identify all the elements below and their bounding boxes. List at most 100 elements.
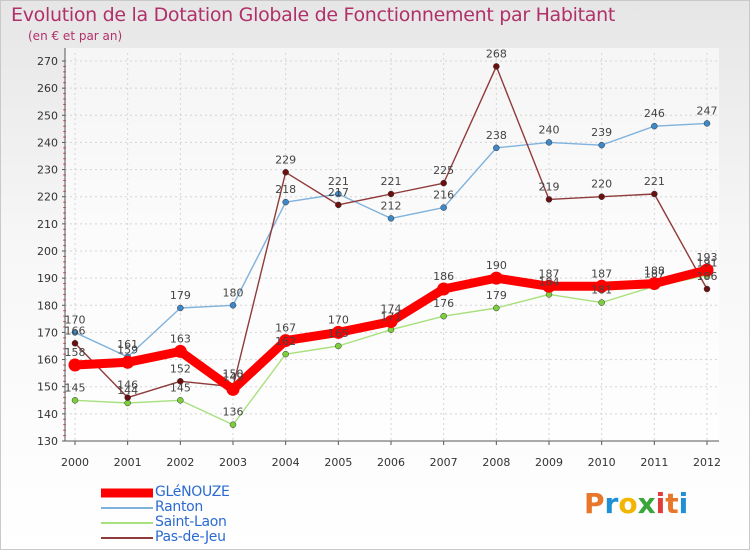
data-point [440, 179, 447, 187]
data-label: 239 [591, 126, 612, 139]
data-point [124, 394, 131, 401]
data-point [68, 358, 82, 372]
data-label: 238 [486, 129, 507, 142]
data-point [387, 215, 395, 222]
data-point [387, 190, 395, 198]
data-point [282, 350, 289, 358]
data-label: 162 [275, 335, 296, 348]
y-tick-label: 220 [37, 191, 58, 204]
data-point [545, 196, 553, 203]
legend-label: Ranton [155, 499, 203, 515]
data-point [651, 122, 658, 130]
legend-label: GLéNOUZE [155, 484, 230, 500]
data-point [595, 279, 609, 293]
data-label: 225 [433, 164, 454, 177]
data-point [279, 334, 293, 348]
x-tick-label: 2012 [693, 456, 721, 469]
data-label: 145 [170, 381, 191, 394]
data-point [489, 271, 503, 285]
data-point [598, 193, 605, 200]
y-tick-label: 130 [37, 435, 58, 448]
data-point [598, 299, 605, 306]
data-label: 174 [381, 303, 402, 316]
data-label: 187 [591, 267, 612, 280]
x-tick-label: 2004 [272, 456, 300, 469]
x-tick-label: 2008 [482, 456, 510, 469]
data-label: 187 [644, 267, 665, 280]
data-point [226, 382, 240, 396]
logo-letter: i [678, 487, 689, 520]
legend-label: Pas-de-Jeu [155, 529, 226, 545]
legend-swatch [101, 488, 153, 497]
data-point [545, 139, 553, 146]
data-point [177, 397, 184, 404]
data-label: 247 [697, 104, 718, 117]
data-point [493, 63, 500, 70]
data-label: 219 [539, 180, 560, 193]
data-label: 268 [486, 47, 507, 60]
x-tick-label: 2000 [61, 456, 89, 469]
grid-layer [65, 48, 719, 442]
data-point [493, 144, 500, 152]
x-tick-label: 2010 [588, 456, 616, 469]
y-tick-label: 160 [37, 354, 58, 367]
data-point [703, 120, 711, 127]
data-label: 246 [644, 107, 665, 120]
data-label: 191 [697, 256, 718, 269]
plot-area [65, 48, 719, 441]
x-tick-label: 2005 [324, 456, 352, 469]
data-point [335, 201, 342, 209]
data-label: 167 [275, 322, 296, 335]
data-label: 170 [328, 313, 349, 326]
data-label: 165 [328, 327, 349, 340]
data-point [177, 378, 184, 385]
data-label: 218 [275, 183, 296, 196]
data-label: 170 [65, 313, 86, 326]
x-tick-label: 2006 [377, 456, 405, 469]
data-label: 161 [117, 338, 138, 351]
data-label: 193 [697, 251, 718, 264]
data-label: 187 [539, 267, 560, 280]
data-point [121, 355, 135, 369]
data-label: 190 [486, 259, 507, 272]
y-tick-label: 180 [37, 299, 58, 312]
data-point [335, 190, 342, 198]
data-point [335, 342, 342, 350]
legend-swatch [101, 506, 153, 509]
x-tick-label: 2011 [640, 456, 668, 469]
data-point [700, 263, 714, 277]
data-point [71, 397, 79, 404]
x-tick-label: 2009 [535, 456, 563, 469]
logo-letter: t [665, 487, 679, 520]
data-label: 217 [328, 186, 349, 199]
data-point [437, 282, 451, 296]
series-layer [68, 63, 714, 428]
data-point [177, 304, 184, 312]
data-label: 188 [644, 265, 665, 278]
data-point [331, 325, 345, 339]
data-point [282, 198, 289, 206]
y-tick-label: 150 [37, 381, 58, 394]
data-label: 240 [539, 123, 560, 136]
data-label: 146 [117, 379, 138, 392]
legend-swatch [101, 536, 153, 539]
y-tick-label: 210 [37, 218, 58, 231]
data-point [703, 285, 711, 293]
data-label: 150 [223, 368, 244, 381]
data-label: 229 [275, 153, 296, 166]
data-label: 180 [223, 286, 244, 299]
data-label: 149 [223, 370, 244, 383]
data-label: 221 [644, 175, 665, 188]
data-point [598, 141, 605, 149]
data-label: 144 [117, 384, 138, 397]
y-tick-label: 140 [37, 408, 58, 421]
data-label: 171 [381, 311, 402, 324]
data-point [282, 169, 289, 176]
y-tick-label: 230 [37, 164, 58, 177]
data-label: 181 [591, 284, 612, 297]
data-label: 186 [433, 270, 454, 283]
logo-letter: P [584, 487, 605, 520]
data-label: 152 [170, 362, 191, 375]
